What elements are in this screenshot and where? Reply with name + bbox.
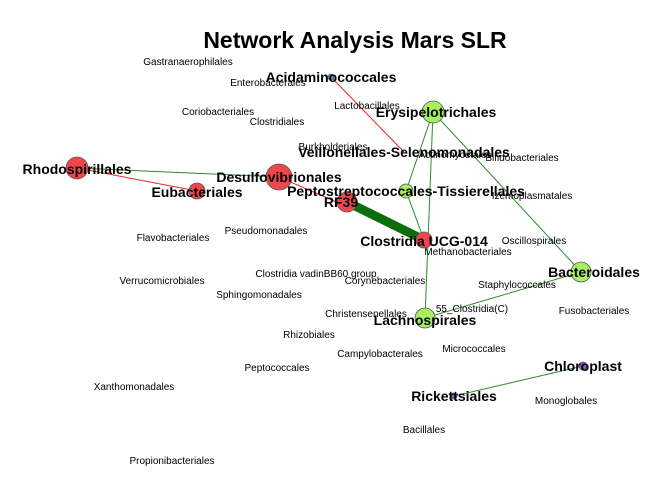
node-label-christensenellales: Christensenellales <box>325 309 407 320</box>
node-label-coriobacteriales: Coriobacteriales <box>182 107 254 118</box>
node-rhodospirillales <box>65 156 89 180</box>
node-label-xanthomonadales: Xanthomonadales <box>94 382 175 393</box>
node-label-eubacteriales: Eubacteriales <box>151 184 242 200</box>
node-label-staphylococcales: Staphylococcales <box>478 280 556 291</box>
node-rf39 <box>336 191 358 213</box>
edge-peptostreptococcales-tissierellales-to-clostridia-ucg-014 <box>405 190 425 241</box>
edge-acidaminococcales-to-veillonellales-selenomonadales <box>330 76 405 153</box>
edge-erysipelotrichales-to-bacteroidales <box>432 111 582 273</box>
node-label-izemoplasmatales: Izemoplasmatales <box>492 191 573 202</box>
node-label-rf39: RF39 <box>324 194 358 210</box>
edge-erysipelotrichales-to-lachnospirales <box>424 111 434 319</box>
node-chloroplast <box>578 361 588 371</box>
node-label-verrucomicrobiales: Verrucomicrobiales <box>119 276 204 287</box>
node-label-corynebacteriales: Corynebacteriales <box>345 276 426 287</box>
node-label-rhizobiales: Rhizobiales <box>283 330 335 341</box>
node-label-sphingomonadales: Sphingomonadales <box>216 290 302 301</box>
edges-layer <box>76 76 584 397</box>
edge-erysipelotrichales-to-peptostreptococcales-tissierellales <box>405 111 434 192</box>
node-label-bacteroidales: Bacteroidales <box>548 264 640 280</box>
node-label-oscillospirales: Oscillospirales <box>502 236 566 247</box>
node-label-bifidobacteriales: Bifidobacteriales <box>485 153 558 164</box>
node-label-clostridia-vadinbb60-group: Clostridia vadinBB60 group <box>255 269 377 280</box>
node-label-burkholderiales: Burkholderiales <box>299 142 368 153</box>
node-eubacteriales <box>188 182 206 200</box>
node-erysipelotrichales <box>421 100 445 124</box>
node-label-monoglobales: Monoglobales <box>535 396 597 407</box>
node-lachnospirales <box>414 307 436 329</box>
node-rickettsiales <box>450 392 458 400</box>
node-label-fusobacteriales: Fusobacteriales <box>559 306 630 317</box>
node-label-bacillales: Bacillales <box>403 425 445 436</box>
edge-bacteroidales-to-lachnospirales <box>424 271 582 319</box>
node-label-peptostreptococcales-tissierellales: Peptostreptococcales-Tissierellales <box>287 183 525 199</box>
node-label-desulfovibrionales: Desulfovibrionales <box>216 169 341 185</box>
edge-rhodospirillales-to-desulfovibrionales <box>76 167 280 178</box>
node-label-veillonellales-selenomonadales: Veillonellales-Selenomonadales <box>298 144 510 160</box>
nodes-layer <box>65 73 592 400</box>
edge-rhodospirillales-to-eubacteriales <box>76 167 198 192</box>
node-label-gastranaerophilales: Gastranaerophilales <box>143 57 233 68</box>
node-label-micrococcales: Micrococcales <box>442 344 505 355</box>
node-acidaminococcales <box>327 73 335 81</box>
node-clostridia-ucg-014 <box>415 231 433 249</box>
node-bacteroidales <box>570 261 592 283</box>
node-label-flavobacteriales: Flavobacteriales <box>137 233 210 244</box>
node-label-lactobacillales: Lactobacillales <box>334 101 400 112</box>
edge-rf39-to-clostridia-ucg-014 <box>345 197 426 245</box>
node-label-pseudomonadales: Pseudomonadales <box>225 226 308 237</box>
node-label-lachnospirales: Lachnospirales <box>374 312 477 328</box>
node-desulfovibrionales <box>265 163 293 191</box>
node-label-clostridia-ucg-014: Clostridia UCG-014 <box>360 233 488 249</box>
edge-chloroplast-to-rickettsiales <box>453 365 584 397</box>
node-label-actinomycetales: Actinomycetales <box>419 150 492 161</box>
node-label-methanobacteriales: Methanobacteriales <box>424 247 511 258</box>
node-label-chloroplast: Chloroplast <box>544 358 622 374</box>
node-label-erysipelotrichales: Erysipelotrichales <box>376 104 497 120</box>
node-label-peptococcales: Peptococcales <box>244 363 309 374</box>
node-label-enterobacterales: Enterobacterales <box>230 78 306 89</box>
node-label-rhodospirillales: Rhodospirillales <box>23 161 132 177</box>
node-peptostreptococcales-tissierellales <box>398 183 414 199</box>
node-label-clostridiales: Clostridiales <box>250 117 304 128</box>
node-label-campylobacterales: Campylobacterales <box>337 349 423 360</box>
labels-layer: Acidaminococcales Erysipelotrichales Veill… <box>23 57 641 467</box>
node-label-rickettsiales: Rickettsiales <box>411 388 497 404</box>
chart-title: Network Analysis Mars SLR <box>203 27 507 53</box>
node-label-propionibacteriales: Propionibacteriales <box>129 456 214 467</box>
node-label-55-clostridia-c: 55_Clostridia(C) <box>436 304 508 315</box>
node-label-acidaminococcales: Acidaminococcales <box>266 69 397 85</box>
